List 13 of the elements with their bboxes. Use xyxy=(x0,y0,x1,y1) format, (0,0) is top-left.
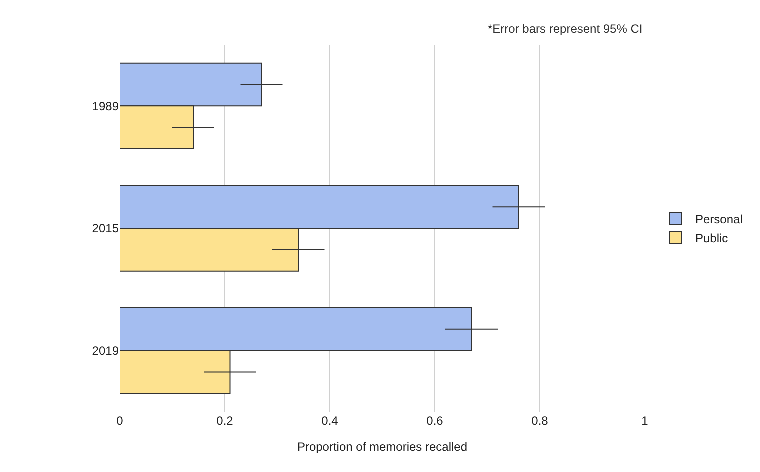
y-tick-label: 2015 xyxy=(92,222,120,236)
x-tick-label: 0.6 xyxy=(426,414,444,428)
x-tick-label: 0.4 xyxy=(322,414,339,428)
x-tick-label: 0 xyxy=(116,414,124,428)
y-tick-label: 2019 xyxy=(92,344,120,358)
x-tick-label: 1 xyxy=(642,414,649,428)
x-axis-title: Proportion of memories recalled xyxy=(297,440,468,454)
text: *Error bars represent 95% CI xyxy=(488,22,643,36)
x-tick-label: 0.2 xyxy=(216,414,234,428)
y-tick-label: 1989 xyxy=(92,99,120,114)
legend-label: Personal xyxy=(696,212,743,227)
legend-label: Public xyxy=(696,232,728,246)
x-tick-label: 0.8 xyxy=(532,414,549,428)
